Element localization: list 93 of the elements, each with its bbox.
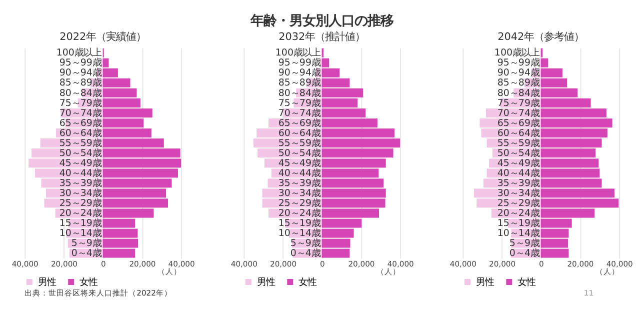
y-tick-label: 40～44歳 (497, 168, 540, 179)
y-tick-label: 75～79歳 (497, 98, 540, 109)
y-tick-label: 95～99歳 (59, 58, 102, 69)
y-tick-label: 55～59歳 (278, 138, 320, 149)
y-tick-label: 80～84歳 (497, 88, 540, 99)
legend-label: 女性 (518, 276, 536, 288)
x-axis-title: （人） (376, 266, 401, 276)
y-tick-label: 35～39歳 (278, 178, 320, 189)
legend-label: 男性 (256, 276, 275, 288)
y-tick-label: 65～69歳 (59, 118, 102, 129)
x-tick-label: 20,000 (270, 259, 297, 268)
y-tick-label: 10～14歳 (59, 228, 102, 240)
text: 11 (584, 288, 594, 298)
y-tick-label: 95～99歳 (497, 58, 540, 69)
x-tick-label: 40,000 (450, 259, 477, 268)
x-tick-label: 40,000 (387, 259, 414, 268)
x-tick-label: 40,000 (12, 259, 39, 268)
x-axis-title: （人） (596, 266, 620, 276)
y-tick-label: 25～29歳 (59, 198, 102, 210)
y-tick-label: 20～24歳 (278, 208, 320, 220)
y-tick-label: 30～34歳 (278, 188, 320, 199)
y-tick-label: 85～89歳 (59, 78, 102, 89)
legend-label: 女性 (80, 276, 98, 288)
y-tick-label: 5～9歳 (71, 238, 102, 250)
y-tick-label: 60～64歳 (278, 128, 320, 139)
y-tick-label: 95～99歳 (278, 58, 320, 69)
y-tick-label: 0～4歳 (290, 248, 320, 260)
x-tick-label: 40,000 (230, 259, 258, 268)
y-tick-label: 70～74歳 (278, 108, 320, 119)
y-tick-label: 80～84歳 (278, 88, 320, 99)
text: 年齢・男女別人口の推移 (249, 14, 394, 29)
y-tick-label: 90～94歳 (59, 68, 102, 79)
y-tick-label: 90～94歳 (278, 68, 320, 79)
legend-label: 男性 (38, 276, 56, 288)
y-tick-label: 85～89歳 (278, 78, 320, 89)
y-tick-label: 5～9歳 (509, 238, 540, 250)
y-tick-label: 45～49歳 (278, 158, 320, 169)
y-tick-label: 15～19歳 (497, 218, 540, 230)
x-tick-label: 20,000 (348, 259, 375, 268)
y-tick-label: 100歳以上 (494, 48, 540, 59)
y-tick-label: 100歳以上 (56, 48, 102, 59)
y-tick-label: 80～84歳 (59, 88, 102, 99)
y-tick-label: 0～4歳 (71, 248, 102, 260)
y-tick-label: 20～24歳 (59, 208, 102, 220)
y-tick-label: 15～19歳 (278, 218, 320, 230)
y-tick-label: 55～59歳 (59, 138, 102, 149)
chart-title: 2042年（参考値） (498, 31, 584, 44)
y-tick-label: 55～59歳 (497, 138, 540, 149)
y-tick-label: 40～44歳 (59, 168, 102, 179)
y-tick-label: 100歳以上 (275, 48, 320, 59)
y-tick-label: 10～14歳 (497, 228, 540, 240)
y-tick-label: 85～89歳 (497, 78, 540, 89)
y-tick-label: 25～29歳 (278, 198, 320, 210)
y-tick-label: 0～4歳 (509, 248, 540, 260)
chart-title: 2032年（推計値） (278, 31, 366, 44)
x-tick-label: 20,000 (50, 259, 78, 268)
y-tick-label: 75～79歳 (59, 98, 102, 109)
y-tick-label: 70～74歳 (59, 108, 102, 119)
y-tick-label: 65～69歳 (278, 118, 320, 129)
x-tick-label: 0 (100, 259, 106, 268)
legend-label: 女性 (298, 276, 317, 288)
x-tick-label: 0 (538, 259, 544, 268)
y-tick-label: 10～14歳 (278, 228, 320, 240)
y-tick-label: 60～64歳 (59, 128, 102, 139)
y-tick-label: 35～39歳 (59, 178, 102, 189)
y-tick-label: 45～49歳 (59, 158, 102, 169)
y-tick-label: 30～34歳 (59, 188, 102, 199)
legend-label: 男性 (476, 276, 494, 288)
y-tick-label: 50～54歳 (497, 148, 540, 159)
y-tick-label: 45～49歳 (497, 158, 540, 169)
x-tick-label: 20,000 (489, 259, 516, 268)
y-tick-label: 5～9歳 (290, 238, 320, 250)
x-tick-label: 40,000 (606, 259, 634, 268)
y-tick-label: 35～39歳 (497, 178, 540, 189)
y-tick-label: 70～74歳 (497, 108, 540, 119)
x-tick-label: 0 (320, 259, 325, 268)
y-tick-label: 20～24歳 (497, 208, 540, 220)
y-tick-label: 90～94歳 (497, 68, 540, 79)
y-tick-label: 50～54歳 (278, 148, 320, 159)
x-axis-title: （人） (158, 266, 182, 276)
y-tick-label: 50～54歳 (59, 148, 102, 159)
y-tick-label: 15～19歳 (59, 218, 102, 230)
x-tick-label: 40,000 (168, 259, 195, 268)
source-note: 出典：世田谷区将来人口推計（2022年） (24, 288, 172, 298)
y-tick-label: 75～79歳 (278, 98, 320, 109)
x-tick-label: 20,000 (129, 259, 156, 268)
y-tick-label: 25～29歳 (497, 198, 540, 210)
y-tick-label: 40～44歳 (278, 168, 320, 179)
y-tick-label: 65～69歳 (497, 118, 540, 129)
y-tick-label: 30～34歳 (497, 188, 540, 199)
chart-title: 2022年（実績値） (60, 31, 146, 44)
x-tick-label: 20,000 (567, 259, 594, 268)
y-tick-label: 60～64歳 (497, 128, 540, 139)
